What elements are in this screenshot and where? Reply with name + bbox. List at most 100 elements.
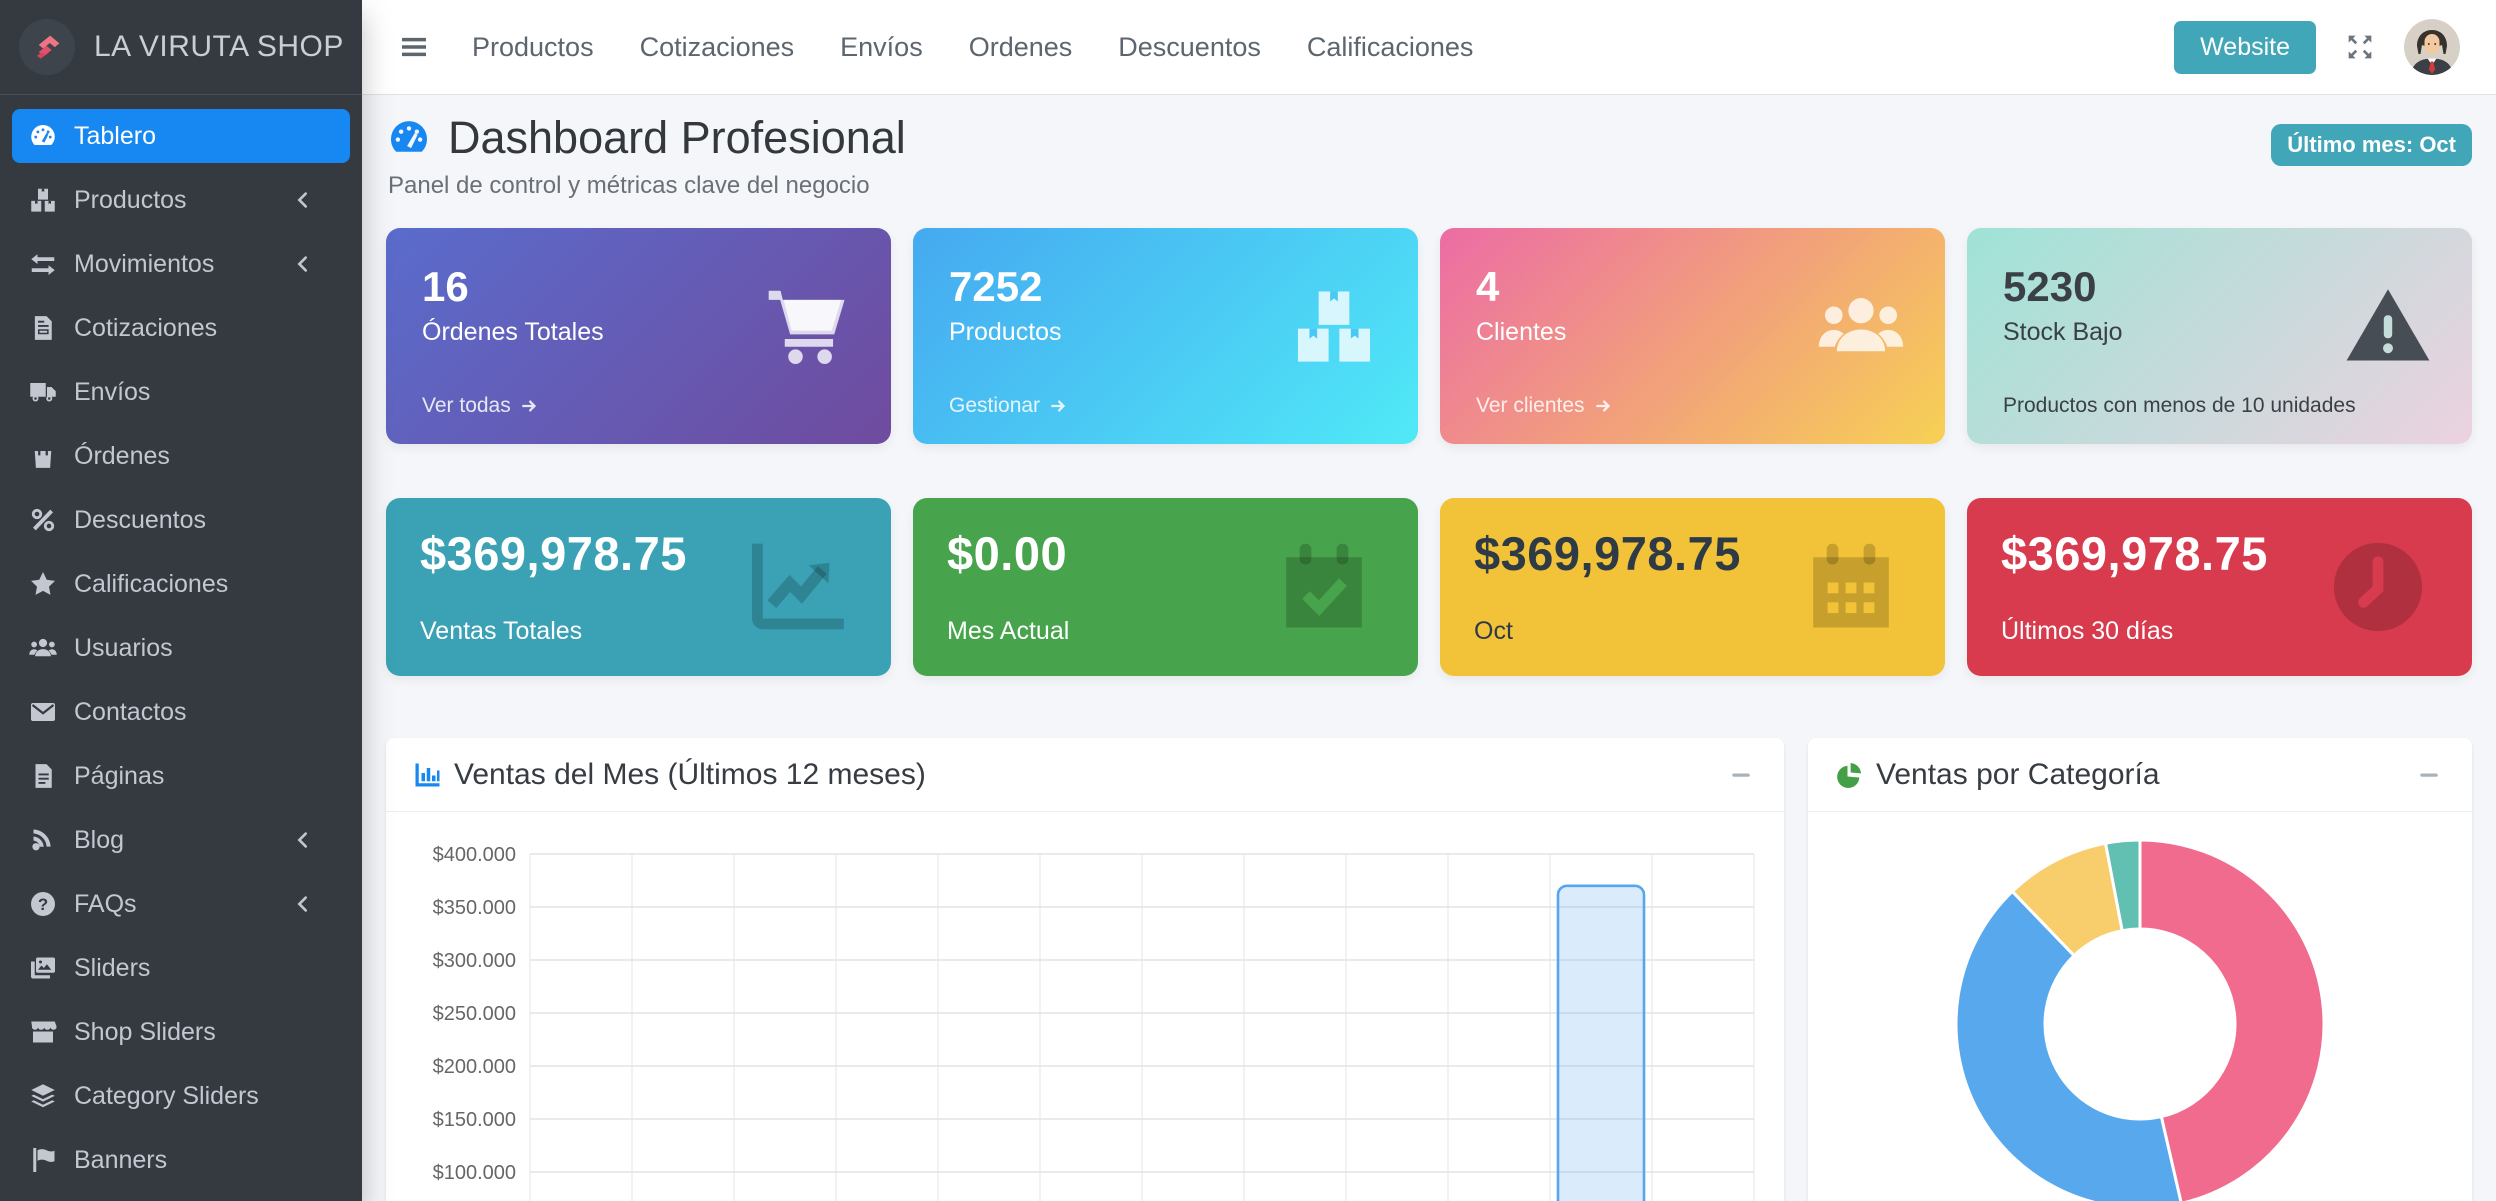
chevron-left-icon xyxy=(288,829,318,851)
svg-text:$250.000: $250.000 xyxy=(433,1003,516,1025)
sidebar-item-label: Páginas xyxy=(74,761,165,790)
sidebar-item-blog[interactable]: Blog xyxy=(12,813,350,867)
minimize-button[interactable] xyxy=(1724,758,1758,792)
stat-card-ordenes-totales: 16 Órdenes Totales Ver todas xyxy=(386,228,891,444)
sales-panel-header: Ventas del Mes (Últimos 12 meses) xyxy=(386,738,1784,812)
category-panel-title: Ventas por Categoría xyxy=(1876,757,2160,791)
sidebar-item-paginas[interactable]: Páginas xyxy=(12,749,350,803)
clock-icon xyxy=(2324,533,2432,641)
boxes-icon xyxy=(1288,280,1380,372)
sidebar-item-label: Tablero xyxy=(74,121,156,150)
sidebar-item-tablero[interactable]: Tablero xyxy=(12,109,350,163)
sidebar-item-productos[interactable]: Productos xyxy=(12,173,350,227)
chart-bar-icon xyxy=(412,760,442,790)
file-invoice-icon xyxy=(28,313,58,343)
sidebar-item-movimientos[interactable]: Movimientos xyxy=(12,237,350,291)
nav-link-ordenes[interactable]: Ordenes xyxy=(968,31,1073,62)
flag-icon xyxy=(28,1145,58,1175)
website-button[interactable]: Website xyxy=(2174,20,2316,74)
stat-card-productos: 7252 Productos Gestionar xyxy=(913,228,1418,444)
sidebar-item-label: Shop Sliders xyxy=(74,1017,216,1046)
sidebar-item-label: Usuarios xyxy=(74,633,173,662)
svg-text:$400.000: $400.000 xyxy=(433,844,516,866)
nav-link-envios[interactable]: Envíos xyxy=(840,31,923,62)
sidebar-item-label: Productos xyxy=(74,185,187,214)
arrow-right-icon xyxy=(1593,396,1613,416)
chevron-left-icon xyxy=(288,189,318,211)
file-icon xyxy=(28,761,58,791)
stat-note: Productos con menos de 10 unidades xyxy=(2003,394,2356,417)
stat-label: Oct xyxy=(1474,617,1513,645)
last-month-badge: Último mes: Oct xyxy=(2271,124,2472,166)
sidebar-item-category-sliders[interactable]: Category Sliders xyxy=(12,1069,350,1123)
stat-cards-row-1: 16 Órdenes Totales Ver todas 7252 Produc… xyxy=(386,228,2472,444)
svg-text:$300.000: $300.000 xyxy=(433,950,516,972)
category-panel-header: Ventas por Categoría xyxy=(1808,738,2472,812)
gauge-icon xyxy=(386,115,432,161)
sidebar-item-sliders[interactable]: Sliders xyxy=(12,941,350,995)
avatar-image xyxy=(2404,19,2460,75)
sidebar-item-ordenes[interactable]: Órdenes xyxy=(12,429,350,483)
nav-link-descuentos[interactable]: Descuentos xyxy=(1118,31,1261,62)
sidebar-item-label: FAQs xyxy=(74,889,137,918)
view-clients-link[interactable]: Ver clientes xyxy=(1476,394,1909,418)
minus-icon xyxy=(2416,762,2442,788)
stat-value: $369,978.75 xyxy=(2001,527,2268,580)
chart-line-icon xyxy=(743,533,851,641)
sidebar-item-label: Cotizaciones xyxy=(74,313,218,342)
sidebar-item-usuarios[interactable]: Usuarios xyxy=(12,621,350,675)
sidebar-item-label: Blog xyxy=(74,825,125,854)
sidebar: LA VIRUTA SHOP Tablero Productos Movimie… xyxy=(0,0,362,1201)
nav-link-calificaciones[interactable]: Calificaciones xyxy=(1306,31,1474,62)
stat-card-mes-actual: $0.00 Mes Actual xyxy=(913,498,1418,676)
stat-value: 4 xyxy=(1476,263,1500,310)
stat-value: 7252 xyxy=(949,263,1043,310)
users-icon xyxy=(1815,280,1907,372)
sales-bar-chart: $400.000 $350.000 $300.000 $250.000 $200.000… xyxy=(433,844,1755,1201)
sidebar-item-calificaciones[interactable]: Calificaciones xyxy=(12,557,350,611)
truck-icon xyxy=(28,377,58,407)
stat-card-clientes: 4 Clientes Ver clientes xyxy=(1440,228,1945,444)
page-title: Dashboard Profesional xyxy=(448,112,906,163)
minimize-button[interactable] xyxy=(2412,758,2446,792)
avatar[interactable] xyxy=(2404,19,2460,75)
star-icon xyxy=(28,569,58,599)
stat-card-stock-bajo: 5230 Stock Bajo Productos con menos de 1… xyxy=(1967,228,2472,444)
warning-triangle-icon xyxy=(2342,280,2434,372)
stat-value: $369,978.75 xyxy=(420,527,687,580)
exchange-icon xyxy=(28,249,58,279)
sidebar-item-descuentos[interactable]: Descuentos xyxy=(12,493,350,547)
stat-card-oct: $369,978.75 Oct xyxy=(1440,498,1945,676)
chart-pie-icon xyxy=(1834,760,1864,790)
sidebar-item-label: Descuentos xyxy=(74,505,207,534)
hamburger-menu-icon[interactable] xyxy=(398,31,430,63)
svg-text:$350.000: $350.000 xyxy=(433,897,516,919)
sidebar-item-envios[interactable]: Envíos xyxy=(12,365,350,419)
stat-cards-row-2: $369,978.75 Ventas Totales $0.00 Mes Act… xyxy=(386,498,2472,676)
manage-products-link[interactable]: Gestionar xyxy=(949,394,1382,418)
stat-label: Órdenes Totales xyxy=(422,318,604,347)
brand[interactable]: LA VIRUTA SHOP xyxy=(0,0,362,95)
fullscreen-expand-icon[interactable] xyxy=(2344,31,2376,63)
stat-label: Ventas Totales xyxy=(420,617,583,645)
stat-label: Mes Actual xyxy=(947,617,1070,645)
stat-label: Productos xyxy=(949,318,1062,347)
sidebar-item-contactos[interactable]: Contactos xyxy=(12,685,350,739)
link-label: Ver clientes xyxy=(1476,394,1585,417)
sidebar-item-faqs[interactable]: FAQs xyxy=(12,877,350,931)
chevron-left-icon xyxy=(288,253,318,275)
sidebar-item-cotizaciones[interactable]: Cotizaciones xyxy=(12,301,350,355)
sidebar-item-banners[interactable]: Banners xyxy=(12,1133,350,1187)
nav-link-cotizaciones[interactable]: Cotizaciones xyxy=(639,31,795,62)
sidebar-item-label: Movimientos xyxy=(74,249,215,278)
sidebar-item-shop-sliders[interactable]: Shop Sliders xyxy=(12,1005,350,1059)
category-donut-chart xyxy=(1954,838,2326,1201)
stat-value: 5230 xyxy=(2003,263,2097,310)
arrow-right-icon xyxy=(1048,396,1068,416)
sidebar-menu: Tablero Productos Movimientos Cotizacion… xyxy=(0,95,362,1201)
calendar-icon xyxy=(1797,533,1905,641)
stat-value: 16 xyxy=(422,263,469,310)
minus-icon xyxy=(1728,762,1754,788)
nav-link-productos[interactable]: Productos xyxy=(472,31,594,62)
view-all-orders-link[interactable]: Ver todas xyxy=(422,394,855,418)
